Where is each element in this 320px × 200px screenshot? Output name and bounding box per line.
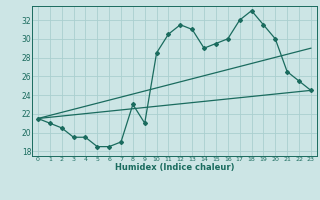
- X-axis label: Humidex (Indice chaleur): Humidex (Indice chaleur): [115, 163, 234, 172]
